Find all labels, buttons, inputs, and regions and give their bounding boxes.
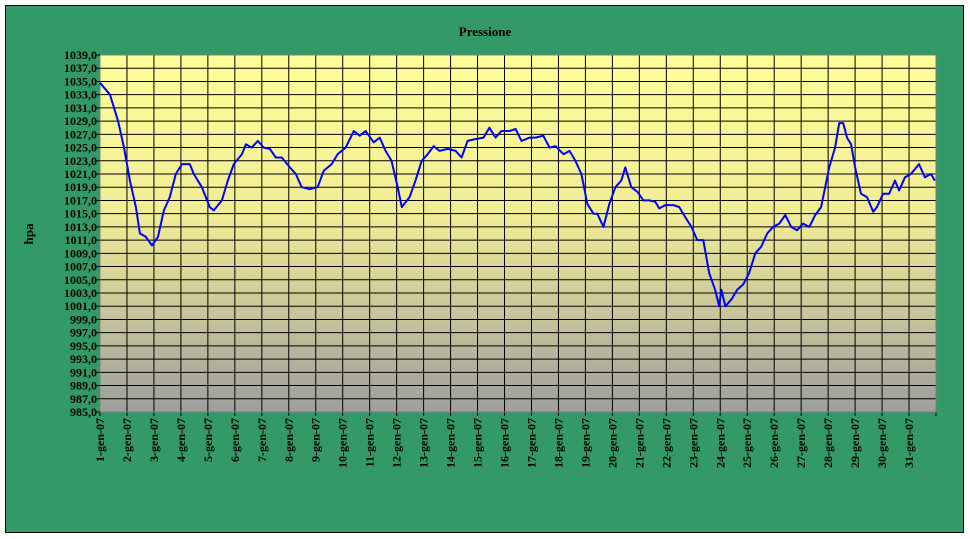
x-tick-label: 5-gen-07 [201, 418, 215, 462]
x-tick-label: 17-gen-07 [524, 418, 538, 468]
x-tick-label: 28-gen-07 [821, 418, 835, 468]
x-tick-label: 18-gen-07 [551, 418, 565, 468]
x-tick-label: 21-gen-07 [632, 418, 646, 468]
y-tick-label: 1013,0 [64, 220, 97, 234]
x-tick-label: 14-gen-07 [444, 418, 458, 468]
x-tick-label: 16-gen-07 [498, 418, 512, 468]
gridlines [99, 54, 937, 416]
y-tick-label: 1009,0 [64, 246, 97, 260]
x-tick-label: 26-gen-07 [767, 418, 781, 468]
y-tick-label: 1029,0 [64, 114, 97, 128]
y-tick-label: 1033,0 [64, 88, 97, 102]
y-axis-ticks: 1039,01037,01035,01033,01031,01029,01027… [64, 48, 100, 419]
y-tick-label: 1027,0 [64, 127, 97, 141]
plot-border [99, 54, 937, 413]
y-tick-label: 1001,0 [64, 299, 97, 313]
series-line-pressione [99, 82, 936, 308]
x-tick-label: 23-gen-07 [686, 418, 700, 468]
y-tick-label: 1007,0 [64, 260, 97, 274]
x-tick-label: 30-gen-07 [875, 418, 889, 468]
plot-area [100, 55, 936, 412]
y-tick-label: 1039,0 [64, 48, 97, 62]
x-tick-label: 15-gen-07 [471, 418, 485, 468]
y-tick-label: 1003,0 [64, 286, 97, 300]
y-tick-label: 985,0 [70, 405, 97, 419]
y-tick-label: 993,0 [70, 352, 97, 366]
y-tick-label: 1021,0 [64, 167, 97, 181]
y-tick-label: 1031,0 [64, 101, 97, 115]
x-axis-ticks: 1-gen-07 2-gen-07 3-gen-07 4-gen-07 5-gen-07… [93, 418, 916, 468]
x-tick-label: 19-gen-07 [578, 418, 592, 468]
x-tick-label: 22-gen-07 [659, 418, 673, 468]
y-tick-label: 995,0 [70, 339, 97, 353]
y-axis-label: hpa [21, 223, 36, 244]
y-tick-label: 987,0 [70, 392, 97, 406]
x-tick-label: 4-gen-07 [174, 418, 188, 462]
x-tick-label: 11-gen-07 [363, 418, 377, 467]
x-tick-label: 3-gen-07 [147, 418, 161, 462]
y-tick-label: 991,0 [70, 365, 97, 379]
x-tick-label: 12-gen-07 [390, 418, 404, 468]
y-tick-label: 997,0 [70, 326, 97, 340]
x-tick-label: 24-gen-07 [713, 418, 727, 468]
y-tick-label: 1005,0 [64, 273, 97, 287]
x-tick-label: 6-gen-07 [228, 418, 242, 462]
y-tick-label: 1023,0 [64, 154, 97, 168]
x-tick-label: 13-gen-07 [417, 418, 431, 468]
x-tick-label: 9-gen-07 [309, 418, 323, 462]
x-tick-label: 31-gen-07 [902, 418, 916, 468]
x-tick-label: 25-gen-07 [740, 418, 754, 468]
y-tick-label: 1019,0 [64, 180, 97, 194]
x-tick-label: 1-gen-07 [93, 418, 107, 462]
y-tick-label: 1025,0 [64, 141, 97, 155]
x-tick-label: 27-gen-07 [794, 418, 808, 468]
y-tick-label: 1011,0 [65, 233, 97, 247]
x-tick-label: 10-gen-07 [336, 418, 350, 468]
y-tick-label: 1015,0 [64, 207, 97, 221]
x-tick-label: 2-gen-07 [120, 418, 134, 462]
x-tick-label: 7-gen-07 [255, 418, 269, 462]
y-tick-label: 989,0 [70, 379, 97, 393]
y-tick-label: 999,0 [70, 312, 97, 326]
y-tick-label: 1035,0 [64, 74, 97, 88]
x-tick-label: 8-gen-07 [282, 418, 296, 462]
x-tick-label: 29-gen-07 [848, 418, 862, 468]
y-tick-label: 1037,0 [64, 61, 97, 75]
chart-title: Pressione [459, 24, 512, 39]
x-tick-label: 20-gen-07 [605, 418, 619, 468]
y-tick-label: 1017,0 [64, 193, 97, 207]
